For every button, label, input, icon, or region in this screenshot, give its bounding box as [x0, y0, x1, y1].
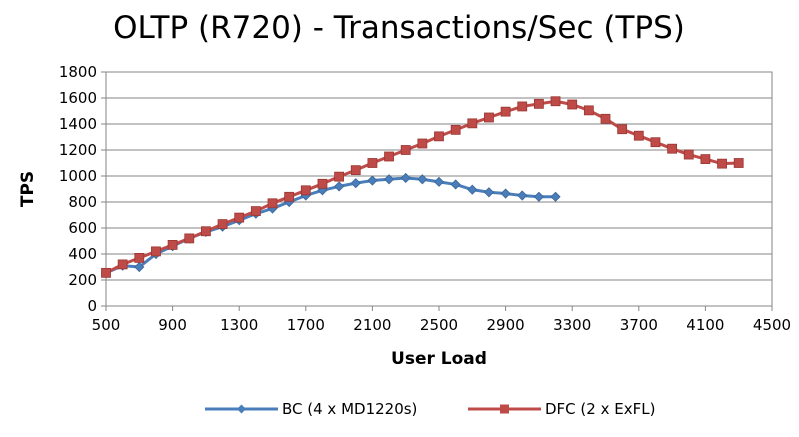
- data-point: [733, 158, 744, 168]
- data-point: [317, 178, 328, 189]
- data-point: [334, 171, 345, 182]
- legend-swatch-marker: [500, 404, 509, 414]
- data-point: [550, 191, 561, 202]
- data-point: [450, 124, 461, 135]
- data-point: [184, 233, 195, 244]
- data-point: [484, 112, 494, 123]
- data-point: [101, 267, 111, 278]
- data-point: [583, 105, 594, 116]
- x-tick-label: 900: [158, 316, 187, 334]
- x-tick-label: 2500: [420, 316, 458, 334]
- legend: BC (4 x MD1220s) DFC (2 x ExFL): [205, 400, 655, 418]
- y-tick-label: 1600: [59, 89, 97, 107]
- data-point: [483, 187, 495, 198]
- data-point: [617, 124, 628, 135]
- x-tick-label: 2900: [487, 316, 525, 334]
- x-tick-label: 2100: [353, 316, 391, 334]
- data-point: [234, 212, 245, 223]
- x-tick-label: 1300: [220, 316, 258, 334]
- data-point: [683, 149, 694, 160]
- x-tick-label: 3300: [553, 316, 591, 334]
- data-point: [433, 176, 445, 187]
- data-point: [417, 138, 428, 149]
- data-point: [417, 174, 428, 185]
- data-point: [500, 106, 511, 117]
- x-tick-label: 500: [92, 316, 121, 334]
- data-point: [467, 184, 478, 195]
- data-point: [367, 175, 378, 186]
- y-tick-label: 1000: [59, 167, 97, 185]
- data-point: [300, 185, 311, 196]
- x-tick-label: 1700: [287, 316, 325, 334]
- series-layer: [100, 96, 744, 278]
- data-point: [517, 190, 528, 201]
- data-point: [550, 96, 561, 107]
- data-point: [500, 188, 511, 199]
- legend-label: DFC (2 x ExFL): [545, 400, 655, 418]
- series-2: [101, 96, 744, 278]
- chart-title: OLTP (R720) - Transactions/Sec (TPS): [113, 10, 685, 46]
- x-tick-label: 4500: [753, 316, 791, 334]
- y-axis-title: TPS: [18, 171, 38, 207]
- data-point: [400, 145, 411, 155]
- data-point: [151, 246, 161, 257]
- legend-item-1: BC (4 x MD1220s): [205, 400, 417, 418]
- y-tick-label: 0: [87, 297, 97, 315]
- data-point: [650, 137, 661, 148]
- data-point: [134, 252, 145, 263]
- y-tick-label: 1400: [59, 115, 97, 133]
- data-point: [167, 239, 178, 250]
- data-point: [467, 118, 478, 129]
- y-tick-label: 800: [68, 193, 97, 211]
- y-tick-label: 1800: [59, 63, 97, 81]
- data-point: [667, 143, 677, 154]
- y-tick-label: 400: [68, 245, 97, 263]
- data-point: [250, 206, 261, 217]
- data-point: [267, 198, 278, 209]
- y-axis-ticks: 0 200 400 600 800 1000 1200 1400 1600 1800: [59, 63, 106, 315]
- data-point: [117, 259, 128, 270]
- data-point: [350, 178, 361, 189]
- x-axis-ticks: 500 900 1300 1700 2100 2500 2900 3300 3700 4100 45…: [92, 306, 791, 334]
- x-tick-label: 4100: [686, 316, 724, 334]
- data-point: [567, 99, 578, 110]
- data-point: [534, 98, 544, 109]
- data-point: [284, 191, 295, 202]
- data-point: [200, 226, 211, 237]
- data-point: [334, 181, 345, 192]
- data-point: [633, 130, 644, 141]
- data-point: [533, 191, 544, 202]
- x-axis-title: User Load: [391, 349, 487, 369]
- data-point: [717, 158, 727, 169]
- data-point: [400, 172, 411, 184]
- data-point: [217, 219, 228, 230]
- data-point: [700, 154, 711, 165]
- data-point: [517, 101, 528, 112]
- plot-area: [105, 71, 773, 307]
- data-point: [384, 151, 394, 162]
- data-point: [450, 179, 461, 190]
- legend-item-2: DFC (2 x ExFL): [468, 400, 655, 418]
- data-point: [383, 174, 395, 185]
- data-point: [350, 165, 361, 176]
- x-tick-label: 3700: [620, 316, 658, 334]
- data-point: [134, 261, 145, 273]
- data-point: [600, 113, 611, 124]
- legend-swatch-marker: [237, 404, 246, 414]
- legend-label: BC (4 x MD1220s): [282, 400, 417, 418]
- y-tick-label: 600: [68, 219, 97, 237]
- data-point: [434, 131, 444, 142]
- y-tick-label: 1200: [59, 141, 97, 159]
- data-point: [367, 158, 378, 168]
- y-tick-label: 200: [68, 271, 97, 289]
